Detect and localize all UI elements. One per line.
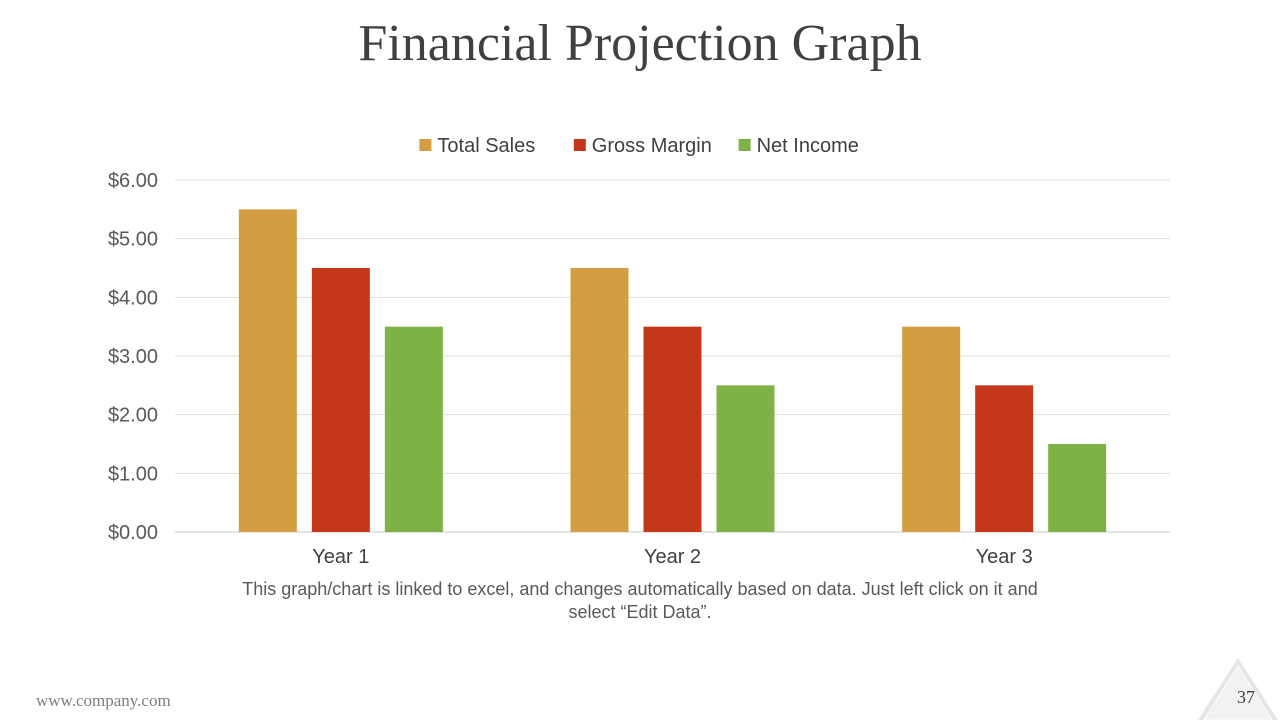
x-axis-ticks: Year 1 Year 2 Year 3 xyxy=(312,546,1032,568)
bar-net-income-3 xyxy=(1048,444,1107,532)
legend-swatch xyxy=(573,139,586,151)
legend-swatch xyxy=(738,139,751,151)
bar-gross-margin-3 xyxy=(975,385,1034,532)
bar-total-sales-3 xyxy=(902,326,961,532)
y-tick-label: $0.00 xyxy=(108,522,158,544)
bar-total-sales-2 xyxy=(570,268,629,532)
corner-triangle-icon xyxy=(1198,658,1278,720)
legend-swatch xyxy=(419,139,432,151)
bars xyxy=(238,209,1107,533)
bar-gross-margin-1 xyxy=(311,268,370,532)
y-axis-ticks: $0.00 $1.00 $2.00 $3.00 $4.00 $5.00 $6.00 xyxy=(108,170,158,544)
bar-gross-margin-2 xyxy=(643,326,702,532)
bar-net-income-2 xyxy=(716,385,775,532)
footer-url: www.company.com xyxy=(36,691,171,710)
y-tick-label: $2.00 xyxy=(108,405,158,427)
chart-caption: This graph/chart is linked to excel, and… xyxy=(242,579,1038,622)
legend-label: Gross Margin xyxy=(592,135,712,157)
y-tick-label: $5.00 xyxy=(108,229,158,251)
legend-label: Total Sales xyxy=(437,135,535,157)
bar-total-sales-1 xyxy=(238,209,297,533)
slide-title: Financial Projection Graph xyxy=(358,15,922,72)
x-tick-label: Year 3 xyxy=(976,546,1033,568)
y-tick-label: $4.00 xyxy=(108,287,158,309)
x-tick-label: Year 1 xyxy=(312,546,369,568)
bar-net-income-1 xyxy=(384,326,443,532)
x-tick-label: Year 2 xyxy=(644,546,701,568)
y-tick-label: $1.00 xyxy=(108,463,158,485)
y-tick-label: $3.00 xyxy=(108,346,158,368)
legend-label: Net Income xyxy=(757,135,859,157)
legend: Total Sales Gross Margin Net Income xyxy=(419,135,859,157)
page-number: 37 xyxy=(1237,687,1255,707)
y-tick-label: $6.00 xyxy=(108,170,158,192)
